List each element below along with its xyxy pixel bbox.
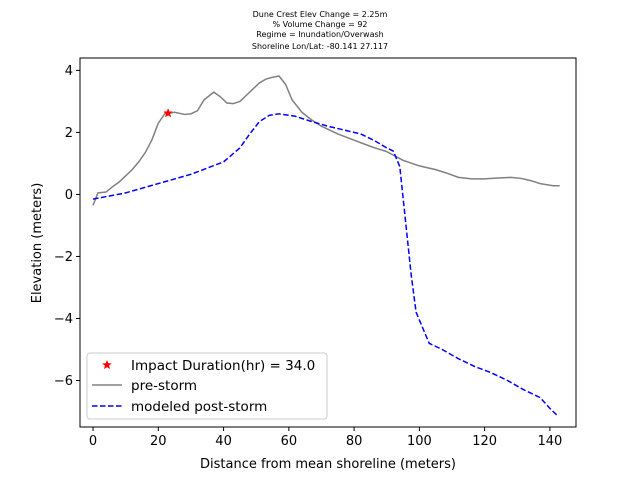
y-axis-label: Elevation (meters) [30,183,45,304]
y-tick-label: −6 [54,374,73,389]
axis-ticks: 0 20 40 60 80 100 120 140 −6 −4 −2 0 2 4 [54,64,562,449]
legend: Impact Duration(hr) = 34.0 pre-storm mod… [86,352,328,420]
legend-label-marker: Impact Duration(hr) = 34.0 [131,358,315,374]
x-tick-label: 0 [89,434,97,449]
series-line-pre-storm [92,75,560,206]
x-tick-label: 60 [281,434,298,449]
x-tick-label: 40 [215,434,232,449]
y-tick-label: −2 [54,250,73,265]
y-tick-label: −4 [54,312,73,327]
legend-label-pre-storm: pre-storm [131,378,197,394]
x-tick-label: 20 [150,434,167,449]
legend-box [86,352,328,420]
x-tick-label: 100 [407,434,432,449]
x-tick-label: 120 [472,434,497,449]
legend-label-post-storm: modeled post-storm [131,399,267,415]
x-tick-label: 140 [537,434,562,449]
plot-frame [79,57,577,428]
impact-marker-star [163,107,174,118]
title-line-3: Regime = Inundation/Overwash [256,30,383,39]
title-line-1: Dune Crest Elev Change = 2.25m [253,10,388,19]
legend-star-icon [102,359,112,370]
title-line-4: Shoreline Lon/Lat: -80.141 27.117 [252,42,388,51]
x-tick-label: 80 [346,434,363,449]
y-tick-label: 2 [65,126,73,141]
y-tick-label: 0 [65,188,73,203]
y-tick-label: 4 [65,64,73,79]
series-layer [92,75,560,417]
x-axis-label: Distance from mean shoreline (meters) [200,457,456,472]
marker-layer [163,107,174,118]
chart-title: Dune Crest Elev Change = 2.25m % Volume … [252,10,388,51]
title-line-2: % Volume Change = 92 [272,20,367,29]
series-line-modeled-post-storm [92,113,559,417]
